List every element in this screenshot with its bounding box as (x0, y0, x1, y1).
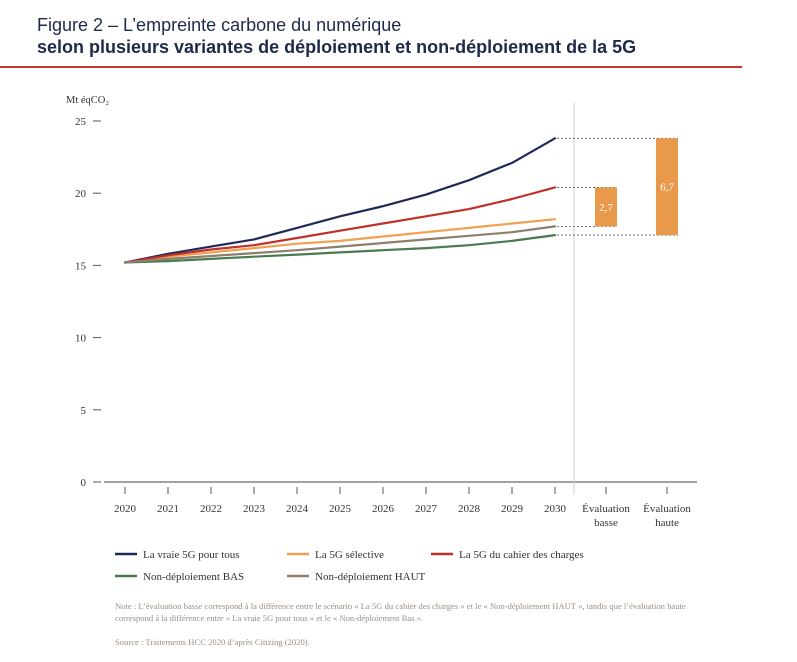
evaluation-value-label: 2,7 (599, 202, 613, 214)
legend-label: La 5G sélective (315, 549, 384, 561)
x-tick-label: 2024 (286, 503, 309, 515)
series-line (123, 137, 557, 264)
x-tick-label: 2027 (415, 503, 438, 515)
title-rule (0, 66, 742, 68)
evaluation-label: Évaluation (643, 503, 691, 515)
evaluation-bar (595, 187, 617, 227)
y-tick-label: 20 (75, 188, 87, 200)
y-tick-label: 25 (75, 116, 87, 128)
legend-label: Non-déploiement BAS (143, 571, 244, 583)
series-line (123, 234, 557, 264)
evaluation-label: basse (594, 517, 618, 529)
chart-note: Note : L’évaluation basse correspond à l… (115, 601, 686, 623)
series-line (123, 225, 557, 264)
evaluation-label: haute (655, 517, 679, 529)
legend-label: La 5G du cahier des charges (459, 549, 584, 561)
x-tick-label: 2020 (114, 503, 137, 515)
x-tick-label: 2030 (544, 503, 567, 515)
figure-subtitle: selon plusieurs variantes de déploiement… (37, 37, 637, 57)
y-axis-label: Mt éqCO₂ (66, 95, 109, 106)
y-tick-label: 5 (81, 405, 87, 417)
chart-source: Source : Traitements HCC 2020 d’après Ci… (115, 637, 310, 647)
x-tick-label: 2025 (329, 503, 352, 515)
evaluation-value-label: 6,7 (660, 182, 674, 194)
series-line (123, 218, 557, 264)
y-tick-label: 15 (75, 260, 87, 272)
x-tick-label: 2021 (157, 503, 179, 515)
series-line (123, 186, 557, 264)
evaluation-bar (656, 138, 678, 236)
x-tick-label: 2028 (458, 503, 481, 515)
figure-title: Figure 2 – L’empreinte carbone du numéri… (37, 15, 402, 35)
y-tick-label: 10 (75, 333, 87, 345)
x-tick-label: 2026 (372, 503, 395, 515)
legend-label: Non-déploiement HAUT (315, 571, 426, 583)
y-tick-label: 0 (81, 477, 87, 489)
x-tick-label: 2022 (200, 503, 222, 515)
x-tick-label: 2023 (243, 503, 266, 515)
title-block: Figure 2 – L’empreinte carbone du numéri… (37, 14, 636, 58)
x-tick-label: 2029 (501, 503, 524, 515)
legend-label: La vraie 5G pour tous (143, 549, 240, 561)
evaluation-label: Évaluation (582, 503, 630, 515)
